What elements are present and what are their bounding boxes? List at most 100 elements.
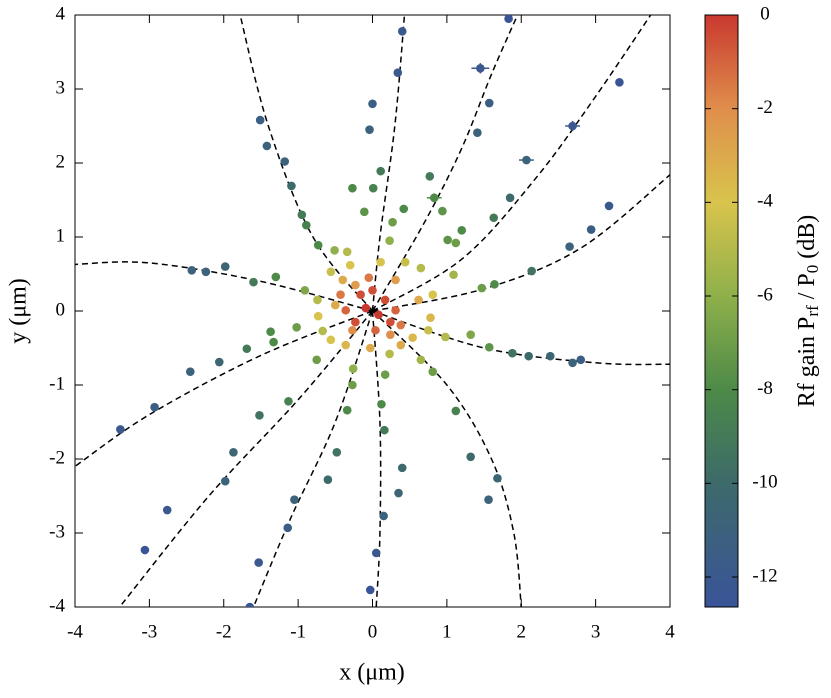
data-point (287, 181, 296, 191)
data-point (565, 242, 574, 251)
data-point (371, 548, 381, 558)
colorbar-label-sub: 0 (803, 265, 822, 274)
data-point (262, 141, 272, 151)
data-point (490, 280, 499, 289)
data-point (505, 193, 515, 203)
data-point (443, 235, 452, 245)
data-point (323, 475, 333, 485)
data-point (400, 257, 410, 267)
data-point (397, 463, 407, 473)
data-point (428, 367, 438, 376)
data-point (318, 326, 327, 336)
data-point (441, 332, 450, 342)
colorbar-tick-label: -12 (752, 565, 777, 586)
data-point (284, 396, 293, 406)
data-point (338, 275, 348, 285)
fit-curve (371, 310, 382, 607)
data-point (391, 275, 400, 285)
data-point (326, 267, 336, 277)
data-point (302, 220, 311, 230)
data-point (477, 283, 487, 293)
fit-curve (75, 261, 373, 312)
colorbar-tick-label: -6 (757, 284, 773, 305)
data-point (391, 305, 400, 315)
data-point (371, 325, 380, 335)
data-point (386, 330, 395, 339)
data-point (364, 273, 374, 283)
data-point (341, 340, 351, 350)
data-point (386, 317, 395, 327)
data-point (187, 266, 197, 275)
x-tick-label: 2 (517, 621, 527, 642)
colorbar-tick-label: -8 (757, 378, 773, 399)
data-point (429, 193, 439, 203)
colorbar-tick-label: -10 (752, 472, 777, 493)
data-point (374, 310, 383, 320)
data-point (368, 99, 377, 109)
x-tick-label: -2 (216, 621, 232, 642)
data-point (331, 300, 340, 310)
data-point (426, 313, 435, 322)
fit-curve (371, 310, 522, 607)
data-point (220, 262, 230, 271)
x-tick-label: -3 (141, 621, 157, 642)
data-point (385, 349, 394, 359)
data-point (377, 399, 386, 409)
data-point (484, 98, 494, 108)
y-tick-label: 1 (56, 225, 66, 246)
data-point (365, 585, 375, 595)
x-tick-label: 4 (665, 621, 675, 642)
y-tick-label: 4 (56, 3, 66, 24)
data-point (342, 247, 352, 257)
data-point (380, 370, 390, 379)
y-tick-label: 3 (56, 77, 66, 98)
data-point (368, 285, 377, 295)
data-point (290, 495, 299, 505)
data-point (341, 305, 351, 315)
data-point (116, 425, 125, 434)
y-tick-label: -4 (49, 595, 65, 616)
data-point (254, 558, 264, 567)
data-point (428, 290, 438, 300)
data-point (162, 505, 172, 515)
data-point (388, 217, 397, 227)
data-point (438, 206, 447, 216)
colorbar-label-sub: rf (803, 305, 822, 317)
data-point (524, 351, 533, 361)
data-point (451, 406, 461, 416)
data-point (545, 351, 555, 361)
data-point (380, 295, 390, 305)
data-point (576, 355, 586, 365)
data-point (330, 246, 339, 255)
data-point (313, 240, 323, 250)
data-point (360, 207, 369, 217)
data-point (396, 340, 406, 350)
data-point (313, 311, 323, 321)
data-point (586, 225, 596, 234)
data-point (185, 367, 195, 376)
fit-curve (119, 310, 374, 607)
data-point (201, 267, 211, 277)
y-tick-label: 0 (56, 299, 66, 320)
data-point (342, 405, 352, 415)
data-point (365, 343, 375, 353)
data-point (356, 290, 365, 300)
data-point (615, 78, 624, 87)
data-point (345, 260, 355, 270)
data-point (351, 280, 360, 290)
x-tick-label: -1 (290, 621, 306, 642)
data-point (522, 155, 531, 165)
y-tick-label: -2 (49, 447, 65, 468)
data-point (292, 322, 301, 332)
data-point (484, 342, 494, 352)
data-point (266, 327, 275, 337)
data-point (399, 204, 409, 214)
data-point (466, 452, 475, 462)
data-point (365, 125, 374, 134)
data-point (397, 26, 407, 36)
fit-curve (372, 15, 652, 312)
data-point (313, 295, 322, 305)
data-point (242, 344, 252, 354)
data-point (568, 121, 577, 131)
y-tick-label: -1 (49, 373, 65, 394)
